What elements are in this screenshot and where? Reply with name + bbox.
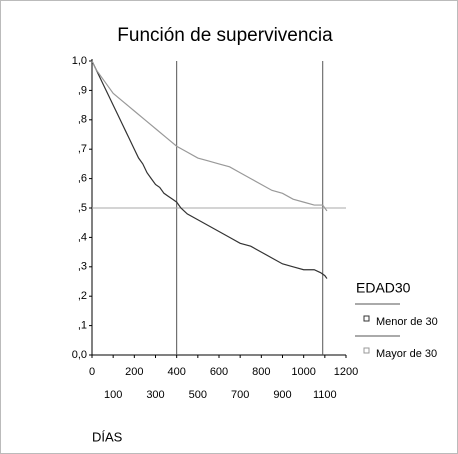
y-tick-label: ,4 xyxy=(78,231,87,243)
x-tick-label: 600 xyxy=(210,366,228,378)
y-tick-label: 0,0 xyxy=(72,349,87,361)
x-tick-label: 1100 xyxy=(313,389,337,401)
y-tick-label: ,9 xyxy=(78,84,87,96)
x-tick-label: 300 xyxy=(146,389,164,401)
y-tick-label: ,2 xyxy=(78,290,87,302)
legend-label: Mayor de 30 xyxy=(376,348,437,360)
y-tick-label: 1,0 xyxy=(72,55,87,67)
x-tick-label: 900 xyxy=(273,389,291,401)
y-tick-label: ,8 xyxy=(78,114,87,126)
survival-line xyxy=(91,60,328,279)
x-tick-label: 1200 xyxy=(334,366,358,378)
x-tick-label: 0 xyxy=(89,366,95,378)
x-tick-label: 500 xyxy=(189,389,207,401)
y-tick-label: ,5 xyxy=(78,202,87,214)
x-tick-label: 800 xyxy=(252,366,270,378)
legend-marker xyxy=(363,315,370,322)
y-tick-label: ,7 xyxy=(78,143,87,155)
legend-marker xyxy=(363,347,370,354)
survival-line xyxy=(91,60,328,212)
y-tick-label: ,1 xyxy=(78,320,87,332)
legend-title: EDAD30 xyxy=(356,280,411,296)
y-tick-label: ,3 xyxy=(78,261,87,273)
x-axis-label: DÍAS xyxy=(92,429,123,444)
x-tick-label: 100 xyxy=(104,389,122,401)
y-tick-label: ,6 xyxy=(78,173,87,185)
x-tick-label: 700 xyxy=(231,389,249,401)
x-tick-label: 200 xyxy=(125,366,143,378)
legend-label: Menor de 30 xyxy=(376,316,438,328)
x-tick-label: 1000 xyxy=(291,366,315,378)
chart-title: Función de supervivencia xyxy=(117,25,333,46)
x-tick-label: 400 xyxy=(167,366,185,378)
